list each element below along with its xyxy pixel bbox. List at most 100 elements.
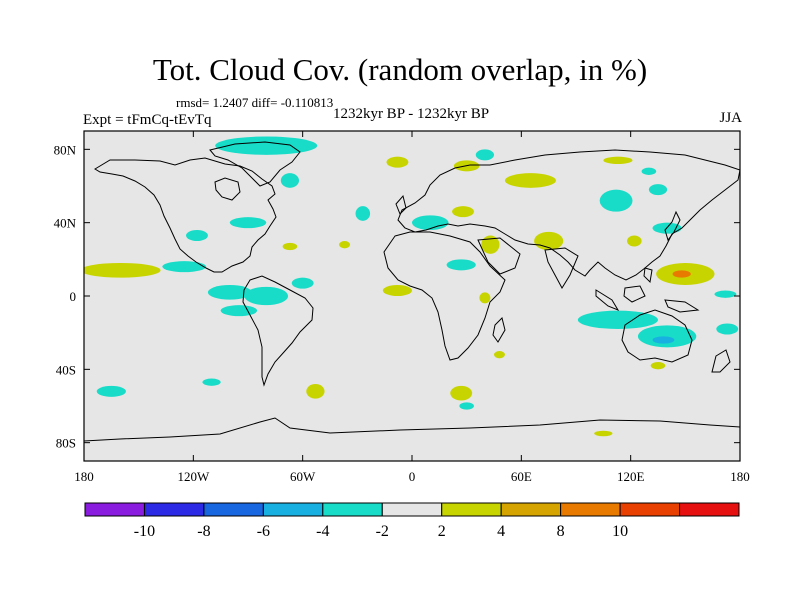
coastlines — [84, 141, 740, 442]
rmsd-diff-stats: rmsd= 1.2407 diff= -0.110813 — [176, 95, 334, 110]
lat-tick-label: 40S — [56, 362, 76, 377]
anomaly-patch — [84, 263, 161, 278]
coastline-britain — [395, 194, 407, 215]
colorbar-swatch — [262, 502, 324, 517]
coastline-philippines — [643, 267, 653, 284]
anomaly-patch — [603, 156, 633, 164]
coastline-north-america — [94, 157, 277, 273]
coastline-eurasia — [397, 149, 740, 281]
lon-tick-label: 120W — [177, 469, 210, 484]
anomaly-patch — [452, 206, 474, 218]
coastline-south-america — [242, 275, 314, 387]
coastline-madagascar — [492, 317, 506, 343]
colorbar-label: -4 — [316, 523, 329, 540]
anomaly-patch — [627, 235, 642, 247]
anomaly-patch — [280, 173, 300, 188]
anomaly-patch — [648, 184, 668, 196]
colorbar-label: -2 — [376, 523, 389, 540]
anomaly-patch — [96, 385, 126, 397]
colorbar-swatch — [679, 502, 740, 517]
anomaly-patch — [672, 270, 691, 278]
coastline-greenland — [209, 141, 301, 187]
anomaly-patch — [450, 385, 473, 401]
colorbar: -10 -8 -6 -4 -2 2 4 8 10 — [84, 502, 740, 540]
anomaly-patch — [577, 310, 659, 330]
anomaly-patch — [446, 259, 476, 271]
anomaly-patch — [714, 290, 737, 298]
colorbar-label: -10 — [134, 523, 155, 540]
anomaly-patch — [215, 136, 318, 155]
anomaly-patch — [186, 230, 208, 241]
anomaly-patch — [481, 235, 500, 254]
lon-tick-label: 120E — [617, 469, 645, 484]
colorbar-label: 8 — [557, 523, 565, 540]
coastline-sumatra — [595, 289, 620, 312]
anomaly-patch — [229, 217, 267, 229]
colorbar-swatch — [203, 502, 264, 517]
colorbar-swatch — [441, 502, 502, 517]
coastline-australia — [621, 309, 693, 363]
anomaly-patch — [599, 189, 633, 212]
anomaly-patch — [479, 292, 491, 304]
lon-tick-label: 180 — [730, 469, 750, 484]
anomaly-patch — [594, 430, 613, 437]
subtitle-period: 1232kyr BP - 1232kyr BP — [332, 106, 490, 122]
anomaly-patch — [282, 242, 298, 251]
season-label: JJA — [719, 110, 742, 126]
anomaly-patch — [355, 206, 371, 221]
lon-tick-label: 60E — [511, 469, 532, 484]
anomaly-patch — [494, 351, 505, 359]
anomaly-patch — [202, 378, 221, 386]
colorbar-swatch — [619, 502, 681, 517]
anomaly-patch — [244, 286, 289, 306]
colorbar-swatch — [143, 502, 205, 517]
lon-tick-label: 0 — [409, 469, 416, 484]
lat-tick-label: 80S — [56, 436, 76, 451]
colorbar-label: 2 — [438, 523, 446, 540]
anomaly-patch — [504, 173, 556, 188]
coastline-new-guinea — [664, 299, 700, 313]
experiment-label: Expt = tFmCq-tEvTq — [83, 112, 212, 128]
colorbar-swatch — [560, 502, 621, 517]
map-background — [84, 131, 740, 461]
lat-tick-label: 40N — [54, 216, 77, 231]
anomaly-patch — [207, 285, 252, 300]
anomaly-patch — [291, 277, 314, 289]
anomaly-patch — [716, 323, 739, 335]
lon-tick-label: 60W — [290, 469, 316, 484]
anomaly-layer — [84, 136, 739, 437]
anomaly-patch — [382, 285, 412, 296]
coastline-hudson-bay — [214, 177, 241, 201]
anomaly-patch — [162, 261, 207, 273]
coastline-antarctica — [84, 417, 740, 442]
anomaly-patch — [650, 362, 666, 370]
coastline-arabia — [477, 237, 521, 275]
anomaly-patch — [386, 156, 409, 168]
lat-tick-label: 0 — [70, 289, 77, 304]
colorbar-label: 4 — [497, 523, 505, 540]
lon-tick-label: 180 — [74, 469, 94, 484]
anomaly-patch — [412, 215, 449, 231]
anomaly-patch — [306, 384, 325, 399]
colorbar-swatch — [322, 502, 383, 517]
coastline-new-zealand — [711, 349, 731, 373]
anomaly-patch — [459, 402, 474, 410]
plot-title: Tot. Cloud Cov. (random overlap, in %) — [152, 52, 648, 87]
anomaly-patch — [637, 325, 697, 348]
coastline-africa — [383, 231, 506, 361]
colorbar-swatch — [84, 502, 145, 517]
colorbar-label: -6 — [257, 523, 270, 540]
colorbar-label: -8 — [197, 523, 210, 540]
lat-tick-label: 80N — [54, 142, 77, 157]
anomaly-patch — [641, 167, 657, 175]
anomaly-patch — [220, 305, 258, 317]
colorbar-swatch — [500, 502, 562, 517]
anomaly-patch — [652, 336, 675, 344]
anomaly-patch — [339, 241, 351, 249]
colorbar-swatch — [381, 502, 443, 517]
coastline-india — [544, 247, 579, 290]
map-axes: 180 120W 60W 0 60E 120E 180 80N 40N 0 40S 80S — [54, 131, 750, 484]
colorbar-label: 10 — [612, 523, 628, 540]
anomaly-patch — [475, 149, 494, 161]
